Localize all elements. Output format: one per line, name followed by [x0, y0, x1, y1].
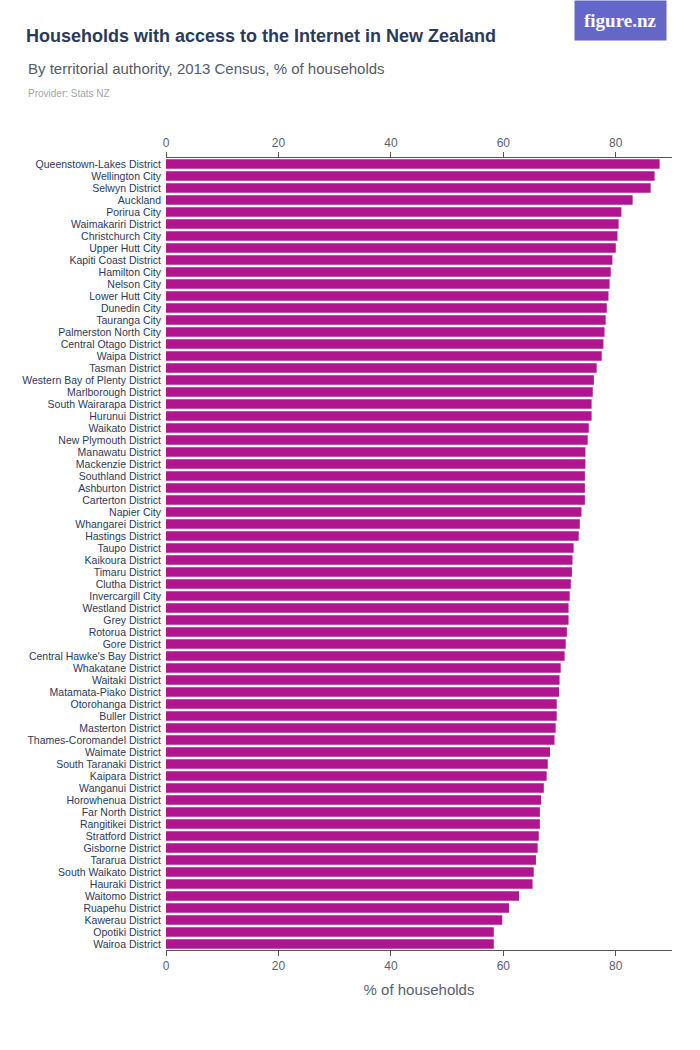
svg-text:Porirua City: Porirua City — [106, 206, 162, 218]
svg-text:Kapiti Coast District: Kapiti Coast District — [69, 254, 161, 266]
svg-text:Southland District: Southland District — [79, 470, 161, 482]
svg-text:Ruapehu District: Ruapehu District — [83, 902, 161, 914]
svg-text:Tauranga City: Tauranga City — [96, 314, 162, 326]
svg-text:Masterton District: Masterton District — [79, 722, 161, 734]
svg-text:Gisborne District: Gisborne District — [83, 842, 161, 854]
svg-text:Kawerau District: Kawerau District — [85, 914, 162, 926]
svg-text:South Wairarapa District: South Wairarapa District — [48, 398, 161, 410]
svg-text:Central Otago District: Central Otago District — [61, 338, 161, 350]
svg-text:Tasman District: Tasman District — [89, 362, 161, 374]
svg-text:Thames-Coromandel District: Thames-Coromandel District — [27, 734, 161, 746]
svg-text:80: 80 — [609, 136, 623, 150]
svg-text:Wairoa District: Wairoa District — [93, 938, 161, 950]
svg-text:40: 40 — [384, 959, 398, 973]
svg-text:Wanganui District: Wanganui District — [79, 782, 161, 794]
svg-text:Nelson City: Nelson City — [107, 278, 161, 290]
svg-text:20: 20 — [272, 959, 286, 973]
svg-text:Napier City: Napier City — [109, 506, 162, 518]
svg-text:Manawatu District: Manawatu District — [78, 446, 162, 458]
svg-text:% of households: % of households — [364, 981, 475, 998]
svg-text:Waitomo District: Waitomo District — [85, 890, 161, 902]
svg-text:Central Hawke's Bay District: Central Hawke's Bay District — [29, 650, 161, 662]
svg-text:Mackenzie District: Mackenzie District — [76, 458, 161, 470]
svg-text:Stratford District: Stratford District — [86, 830, 161, 842]
svg-text:Carterton District: Carterton District — [82, 494, 161, 506]
svg-text:60: 60 — [497, 136, 511, 150]
svg-text:Horowhenua District: Horowhenua District — [66, 794, 161, 806]
svg-text:Selwyn District: Selwyn District — [92, 182, 161, 194]
svg-text:figure.nz: figure.nz — [584, 10, 657, 31]
svg-text:Timaru District: Timaru District — [94, 566, 161, 578]
svg-text:Hurunui District: Hurunui District — [89, 410, 161, 422]
svg-text:Wellington City: Wellington City — [91, 170, 162, 182]
svg-text:Waipa District: Waipa District — [97, 350, 161, 362]
svg-text:Kaikoura District: Kaikoura District — [85, 554, 162, 566]
svg-text:20: 20 — [272, 136, 286, 150]
svg-text:Dunedin City: Dunedin City — [101, 302, 162, 314]
svg-text:0: 0 — [163, 959, 170, 973]
svg-text:Waimakariri District: Waimakariri District — [71, 218, 161, 230]
svg-text:Westland District: Westland District — [82, 602, 161, 614]
svg-text:Otorohanga District: Otorohanga District — [71, 698, 162, 710]
svg-text:South Taranaki District: South Taranaki District — [56, 758, 161, 770]
svg-text:Palmerston North City: Palmerston North City — [58, 326, 161, 338]
svg-text:0: 0 — [163, 136, 170, 150]
svg-text:Hastings District: Hastings District — [85, 530, 161, 542]
svg-text:South Waikato District: South Waikato District — [58, 866, 161, 878]
svg-text:80: 80 — [609, 959, 623, 973]
svg-text:Queenstown-Lakes District: Queenstown-Lakes District — [36, 158, 162, 170]
svg-text:Kaipara District: Kaipara District — [90, 770, 161, 782]
svg-text:Marlborough District: Marlborough District — [67, 386, 161, 398]
svg-text:Hamilton City: Hamilton City — [99, 266, 162, 278]
svg-text:Provider: Stats NZ: Provider: Stats NZ — [28, 88, 110, 99]
svg-text:Far North District: Far North District — [82, 806, 161, 818]
svg-text:Auckland: Auckland — [118, 194, 161, 206]
svg-text:Whangarei District: Whangarei District — [75, 518, 161, 530]
svg-text:Households with access to the: Households with access to the Internet i… — [26, 26, 496, 46]
svg-text:Western Bay of Plenty District: Western Bay of Plenty District — [22, 374, 161, 386]
svg-text:Rangitikei District: Rangitikei District — [80, 818, 161, 830]
svg-text:Gore District: Gore District — [103, 638, 161, 650]
svg-text:Tararua District: Tararua District — [90, 854, 161, 866]
svg-text:Christchurch City: Christchurch City — [81, 230, 162, 242]
svg-text:By territorial authority, 2013: By territorial authority, 2013 Census, %… — [28, 60, 385, 77]
svg-text:Waikato District: Waikato District — [88, 422, 161, 434]
svg-text:Invercargill City: Invercargill City — [89, 590, 162, 602]
svg-text:Taupo District: Taupo District — [97, 542, 161, 554]
svg-text:Clutha District: Clutha District — [96, 578, 161, 590]
svg-text:Hauraki District: Hauraki District — [90, 878, 161, 890]
svg-text:Rotorua District: Rotorua District — [89, 626, 161, 638]
svg-text:Buller District: Buller District — [99, 710, 161, 722]
svg-text:Upper Hutt City: Upper Hutt City — [89, 242, 162, 254]
svg-text:40: 40 — [384, 136, 398, 150]
svg-text:Matamata-Piako District: Matamata-Piako District — [50, 686, 162, 698]
svg-text:Grey District: Grey District — [103, 614, 161, 626]
svg-text:New Plymouth District: New Plymouth District — [58, 434, 161, 446]
svg-text:Lower Hutt City: Lower Hutt City — [89, 290, 162, 302]
svg-text:Waitaki District: Waitaki District — [92, 674, 161, 686]
svg-text:Ashburton District: Ashburton District — [78, 482, 161, 494]
svg-text:Waimate District: Waimate District — [85, 746, 161, 758]
svg-text:60: 60 — [497, 959, 511, 973]
svg-text:Whakatane District: Whakatane District — [73, 662, 161, 674]
svg-text:Opotiki District: Opotiki District — [93, 926, 161, 938]
